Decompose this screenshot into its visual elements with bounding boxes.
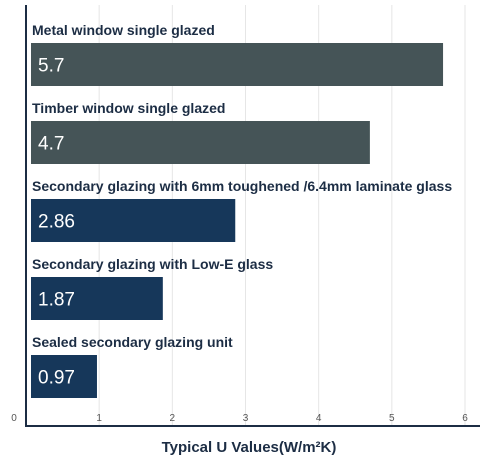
x-tick-label-2: 2 [170, 413, 176, 424]
category-label-1: Timber window single glazed [32, 100, 225, 116]
bar-4 [31, 355, 97, 398]
x-tick-labels: 0 1 2 3 4 5 6 [11, 413, 468, 424]
x-tick-label-0: 0 [11, 413, 17, 424]
value-label-0: 5.7 [38, 56, 64, 77]
bar-1 [31, 121, 370, 164]
x-tick-label-4: 4 [316, 413, 322, 424]
bar-0 [31, 43, 444, 86]
category-label-3: Secondary glazing with Low-E glass [32, 256, 273, 272]
value-label-1: 4.7 [38, 134, 64, 155]
axes [25, 5, 480, 427]
x-tick-label-6: 6 [462, 413, 468, 424]
value-label-4: 0.97 [38, 368, 75, 389]
category-label-4: Sealed secondary glazing unit [32, 334, 233, 350]
bar-2 [31, 199, 236, 242]
x-tick-label-3: 3 [243, 413, 249, 424]
bar-3 [31, 277, 163, 320]
value-label-2: 2.86 [38, 212, 75, 233]
x-tick-label-1: 1 [96, 413, 102, 424]
x-axis-title: Typical U Values(W/m²K) [162, 439, 337, 456]
x-tick-label-5: 5 [389, 413, 395, 424]
category-label-2: Secondary glazing with 6mm toughened /6.… [32, 178, 452, 194]
category-label-0: Metal window single glazed [32, 22, 215, 38]
value-label-3: 1.87 [38, 290, 75, 311]
bars: Metal window single glazed 5.7 Timber wind… [31, 22, 452, 398]
